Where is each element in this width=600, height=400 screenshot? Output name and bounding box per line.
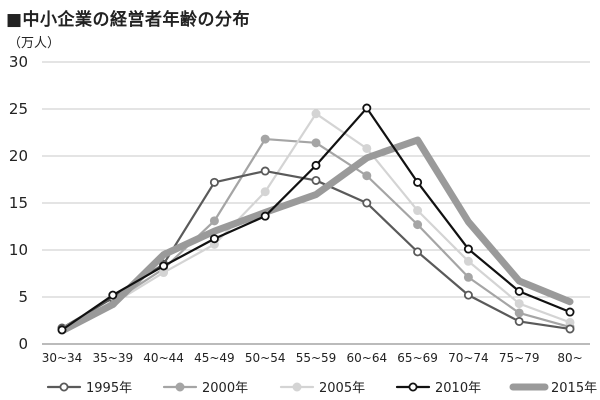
x-tick-label: 50~54: [245, 351, 286, 365]
legend-label: 2015年: [551, 381, 597, 396]
data-point-1995年: [463, 290, 473, 300]
data-point-2010年: [565, 307, 575, 317]
data-point-2000年: [260, 134, 270, 144]
legend-label: 2000年: [202, 381, 248, 396]
data-point-1995年: [362, 198, 372, 208]
x-tick-label: 60~64: [347, 351, 388, 365]
y-axis-unit-label: （万人）: [8, 36, 61, 51]
data-point-2005年: [514, 299, 524, 309]
x-tick-label: 70~74: [448, 351, 489, 365]
data-point-2005年: [311, 109, 321, 119]
data-point-1995年: [311, 175, 321, 185]
data-point-1995年: [565, 324, 575, 334]
legend-label: 2010年: [435, 381, 481, 396]
y-axis-ticks: 0 5 10 15 20 25 30: [9, 53, 28, 353]
data-point-2010年: [311, 160, 321, 170]
data-point-2000年: [362, 171, 372, 181]
series-line-2015年: [58, 136, 574, 335]
data-point-2000年: [413, 220, 423, 230]
data-point-2010年: [108, 290, 118, 300]
legend: 1995年 2000年 2005年 2010年 2015年: [46, 381, 597, 396]
data-point-1995年: [260, 166, 270, 176]
x-tick-label: 35~39: [93, 351, 134, 365]
data-point-2010年: [514, 286, 524, 296]
y-tick-label: 30: [9, 53, 28, 71]
data-point-2010年: [159, 261, 169, 271]
series-lines: [57, 103, 575, 335]
data-point-2010年: [209, 234, 219, 244]
x-tick-label: 55~59: [296, 351, 337, 365]
y-tick-label: 20: [9, 147, 28, 165]
data-point-2000年: [311, 138, 321, 148]
data-point-2000年: [463, 272, 473, 282]
data-point-1995年: [514, 316, 524, 326]
x-tick-label: 30~34: [42, 351, 83, 365]
chart-title: ■中小企業の経営者年齢の分布: [6, 10, 251, 30]
legend-swatch-marker: [408, 382, 418, 392]
data-point-2005年: [463, 256, 473, 266]
data-point-2000年: [514, 308, 524, 318]
x-axis-ticks: 30~34 35~39 40~44 45~49 50~54 55~59 60~64 65~69…: [42, 351, 583, 365]
y-tick-label: 15: [9, 194, 28, 212]
y-tick-label: 0: [18, 335, 28, 353]
data-point-2005年: [413, 206, 423, 216]
legend-swatch-marker: [292, 382, 302, 392]
y-tick-label: 25: [9, 100, 28, 118]
x-tick-label: 45~49: [194, 351, 235, 365]
data-point-2010年: [463, 244, 473, 254]
x-tick-label: 80~: [557, 351, 582, 365]
gridlines: [42, 61, 590, 345]
legend-swatch-marker: [175, 382, 185, 392]
legend-label: 2005年: [319, 381, 365, 396]
y-tick-label: 5: [18, 288, 28, 306]
legend-swatch-marker: [59, 382, 69, 392]
data-point-2010年: [413, 177, 423, 187]
data-point-1995年: [413, 247, 423, 257]
data-point-2005年: [362, 143, 372, 153]
legend-label: 1995年: [86, 381, 132, 396]
data-point-2010年: [57, 325, 67, 335]
data-point-2010年: [362, 103, 372, 113]
x-tick-label: 65~69: [397, 351, 438, 365]
data-point-2010年: [260, 211, 270, 221]
data-point-1995年: [209, 177, 219, 187]
data-point-2000年: [209, 216, 219, 226]
data-point-2005年: [260, 187, 270, 197]
y-tick-label: 10: [9, 241, 28, 259]
x-tick-label: 75~79: [499, 351, 540, 365]
x-tick-label: 40~44: [143, 351, 184, 365]
